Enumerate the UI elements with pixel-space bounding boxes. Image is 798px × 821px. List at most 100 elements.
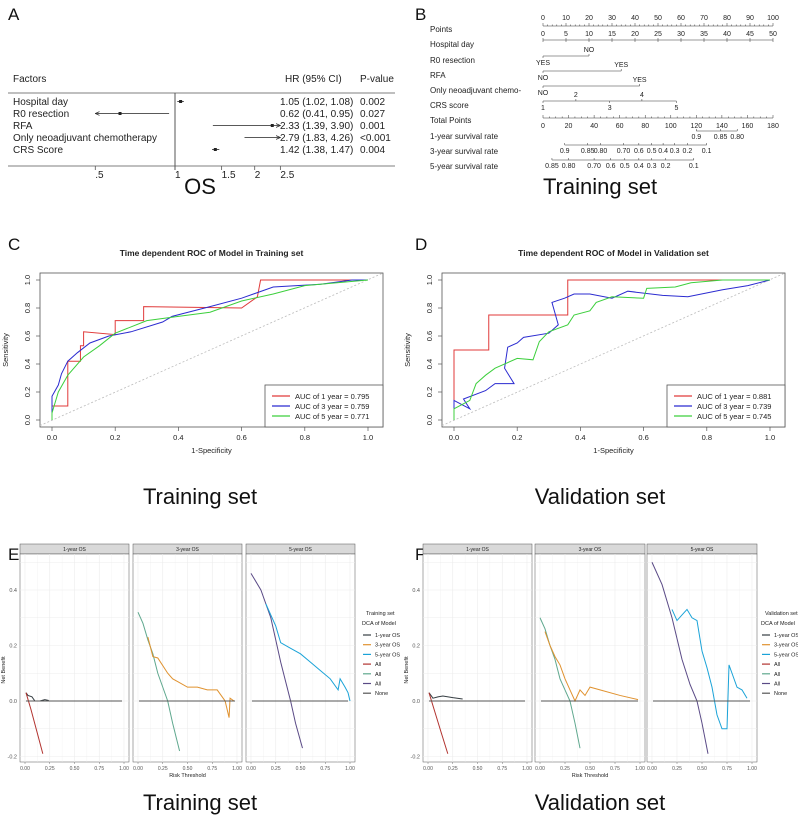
- factor-label: RFA: [13, 121, 33, 132]
- points-tick-label: 10: [562, 15, 570, 22]
- legend-subtitle: DCA of Model: [761, 621, 795, 627]
- variable-tick-label: 35: [700, 31, 708, 38]
- hr-point: [118, 112, 122, 115]
- x-axis-label: Risk Threshold: [572, 773, 609, 779]
- row-label: 3-year survival rate: [430, 147, 499, 156]
- variable-tick-label: YES: [633, 77, 647, 84]
- variable-tick-label: YES: [536, 60, 550, 67]
- survival-tick-label: 0.80: [730, 134, 744, 141]
- facet-title: 5-year OS: [289, 547, 312, 553]
- panel-label-b: B: [415, 5, 426, 24]
- legend-label: 3-year OS: [375, 643, 400, 649]
- survival-tick-label: 0.2: [661, 163, 671, 170]
- axis-tick-label: 1.5: [222, 170, 236, 181]
- total-points-tick-label: 0: [541, 123, 545, 130]
- survival-tick-label: 0.5: [647, 148, 657, 155]
- factor-label: CRS Score: [13, 145, 63, 156]
- panel-label-c: C: [8, 235, 20, 254]
- legend-label: All: [774, 672, 780, 678]
- y-tick-label: -0.2: [411, 755, 420, 761]
- x-tick-label: 0.75: [610, 766, 620, 772]
- x-tick-label: 0.25: [560, 766, 570, 772]
- x-tick-label: 0.50: [585, 766, 595, 772]
- axis-tick-label: 2: [255, 170, 261, 181]
- variable-tick-label: 2: [574, 92, 578, 99]
- points-tick-label: 50: [654, 15, 662, 22]
- dca-curve: [250, 573, 303, 749]
- x-tick-label: 0.25: [271, 766, 281, 772]
- legend-label: All: [774, 682, 780, 688]
- y-tick-label: 1.0: [425, 275, 434, 285]
- x-tick-label: 0.00: [133, 766, 143, 772]
- facet-title: 5-year OS: [691, 547, 714, 553]
- y-tick-label: 0.2: [9, 644, 17, 650]
- legend-label: 3-year OS: [774, 643, 798, 649]
- dca-curve: [137, 611, 181, 752]
- x-tick-label: 1.00: [635, 766, 645, 772]
- x-tick-label: 0.25: [672, 766, 682, 772]
- x-tick-label: 0.50: [296, 766, 306, 772]
- x-tick-label: 0.25: [45, 766, 55, 772]
- survival-tick-label: 0.70: [587, 163, 601, 170]
- dca-curve: [671, 608, 748, 730]
- survival-tick-label: 0.1: [689, 163, 699, 170]
- variable-tick-label: 10: [585, 31, 593, 38]
- total-points-tick-label: 160: [742, 123, 754, 130]
- facet-title: 3-year OS: [579, 547, 602, 553]
- x-tick-label: 1.0: [765, 433, 775, 442]
- y-tick-label: 0.0: [23, 415, 32, 425]
- dca-curve: [265, 603, 351, 702]
- x-axis-label: 1-Specificity: [191, 446, 232, 455]
- hr-ci-text: 1.42 (1.38, 1.47): [280, 145, 353, 156]
- x-tick-label: 0.00: [647, 766, 657, 772]
- total-points-tick-label: 80: [641, 123, 649, 130]
- hr-point: [213, 148, 217, 151]
- dca-training: Net Benefit -0.2 0.0 0.2 0.4 1-year OS 0.00 0.2…: [1, 543, 400, 779]
- legend-label: 1-year OS: [375, 633, 400, 639]
- legend-label: All: [774, 662, 780, 668]
- caption-a: OS: [184, 174, 216, 199]
- factor-label: Hospital day: [13, 97, 68, 108]
- survival-tick-label: 0.70: [617, 148, 631, 155]
- survival-tick-label: 0.2: [683, 148, 693, 155]
- x-tick-label: 0.50: [70, 766, 80, 772]
- points-tick-label: 0: [541, 15, 545, 22]
- total-points-tick-label: 20: [565, 123, 573, 130]
- legend-label: AUC of 3 year = 0.759: [295, 402, 369, 411]
- total-points-tick-label: 120: [690, 123, 702, 130]
- x-tick-label: 1.00: [345, 766, 355, 772]
- variable-tick-label: 3: [608, 105, 612, 112]
- y-tick-label: 0.4: [23, 359, 32, 369]
- chart-title: Time dependent ROC of Model in Validatio…: [518, 248, 709, 258]
- roc-training: Time dependent ROC of Model in Training …: [1, 248, 384, 455]
- variable-tick-label: 45: [746, 31, 754, 38]
- roc-curve: [453, 279, 770, 420]
- panel-label-f: F: [415, 545, 425, 564]
- total-points-tick-label: 100: [665, 123, 677, 130]
- x-tick-label: 0.00: [246, 766, 256, 772]
- variable-tick-label: 20: [631, 31, 639, 38]
- roc-curve: [453, 279, 770, 420]
- row-label: Total Points: [430, 116, 471, 125]
- variable-tick-label: 40: [723, 31, 731, 38]
- x-tick-label: 0.2: [110, 433, 120, 442]
- row-label: CRS score: [430, 101, 469, 110]
- factor-label: R0 resection: [13, 109, 69, 120]
- p-value-text: 0.001: [360, 121, 385, 132]
- chart-title: Time dependent ROC of Model in Training …: [120, 248, 304, 258]
- x-tick-label: 0.50: [473, 766, 483, 772]
- survival-tick-label: 0.5: [620, 163, 630, 170]
- axis-tick-label: 2.5: [280, 170, 294, 181]
- caption-d: Validation set: [535, 484, 665, 509]
- dca-curve: [539, 617, 581, 749]
- roc-curve: [453, 279, 771, 420]
- x-tick-label: 0.4: [575, 433, 585, 442]
- legend-label: AUC of 5 year = 0.771: [295, 412, 369, 421]
- variable-tick-label: 50: [769, 31, 777, 38]
- hr-point: [270, 124, 274, 127]
- legend-label: AUC of 1 year = 0.795: [295, 392, 369, 401]
- y-tick-label: 0.0: [412, 699, 420, 705]
- row-label: Points: [430, 25, 452, 34]
- x-tick-label: 0.2: [512, 433, 522, 442]
- x-tick-label: 1.00: [232, 766, 242, 772]
